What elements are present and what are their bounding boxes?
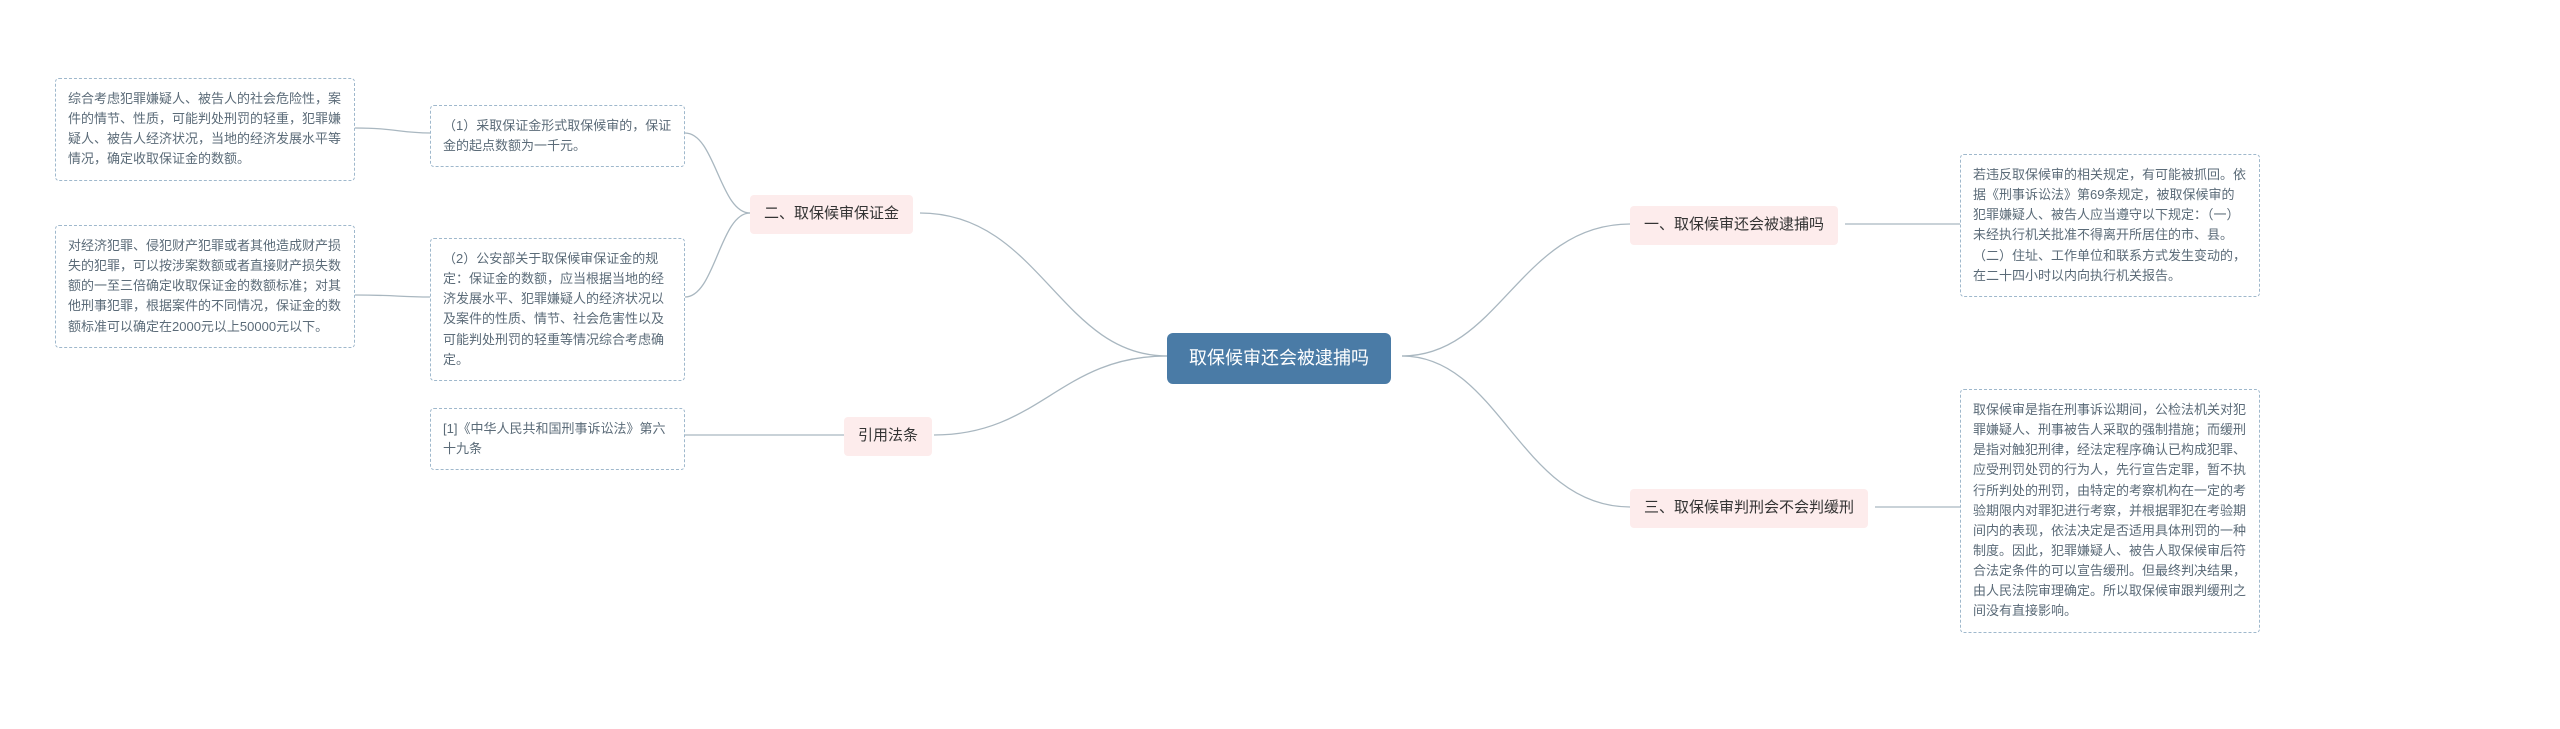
leaf-left-ref-0: [1]《中华人民共和国刑事诉讼法》第六十九条: [430, 408, 685, 470]
leaf-right-1-0: 若违反取保候审的相关规定，有可能被抓回。依据《刑事诉讼法》第69条规定，被取保候…: [1960, 154, 2260, 297]
branch-right-3[interactable]: 三、取保候审判刑会不会判缓刑: [1630, 489, 1868, 528]
branch-right-1[interactable]: 一、取保候审还会被逮捕吗: [1630, 206, 1838, 245]
leaf-left-2-0-sub: 综合考虑犯罪嫌疑人、被告人的社会危险性，案件的情节、性质，可能判处刑罚的轻重，犯…: [55, 78, 355, 181]
leaf-left-2-1: （2）公安部关于取保候审保证金的规定：保证金的数额，应当根据当地的经济发展水平、…: [430, 238, 685, 381]
leaf-left-2-1-sub: 对经济犯罪、侵犯财产犯罪或者其他造成财产损失的犯罪，可以按涉案数额或者直接财产损…: [55, 225, 355, 348]
root-node[interactable]: 取保候审还会被逮捕吗: [1167, 333, 1391, 384]
branch-left-ref[interactable]: 引用法条: [844, 417, 932, 456]
leaf-left-2-0: （1）采取保证金形式取保候审的，保证金的起点数额为一千元。: [430, 105, 685, 167]
mindmap-canvas: 取保候审还会被逮捕吗 一、取保候审还会被逮捕吗 若违反取保候审的相关规定，有可能…: [0, 0, 2560, 729]
leaf-right-3-0: 取保候审是指在刑事诉讼期间，公检法机关对犯罪嫌疑人、刑事被告人采取的强制措施；而…: [1960, 389, 2260, 633]
branch-left-2[interactable]: 二、取保候审保证金: [750, 195, 913, 234]
